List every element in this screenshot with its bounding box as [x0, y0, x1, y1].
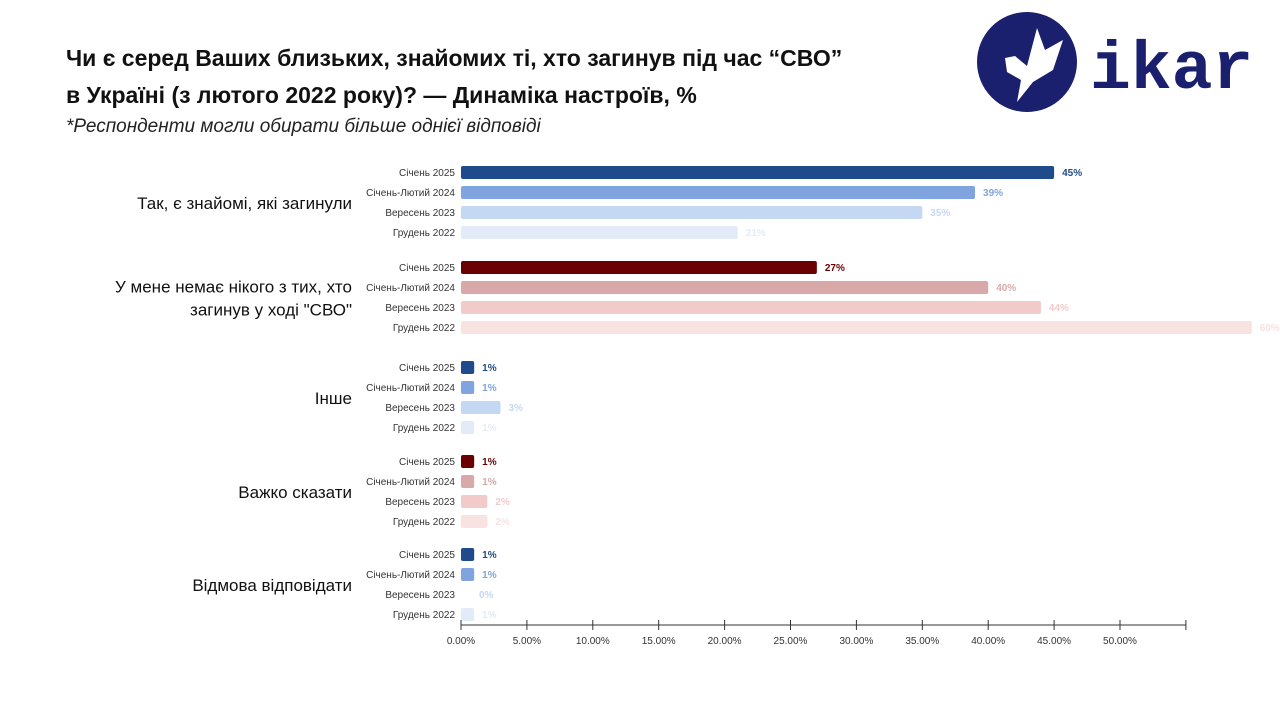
category-label: У мене немає нікого з тих, хто: [115, 278, 352, 297]
data-label: 27%: [825, 263, 845, 274]
data-label: 60%: [1260, 323, 1280, 334]
period-label: Вересень 2023: [385, 303, 455, 314]
data-label: 1%: [482, 363, 497, 374]
period-label: Січень-Лютий 2024: [366, 283, 455, 294]
period-label: Січень-Лютий 2024: [366, 570, 455, 581]
period-label: Січень-Лютий 2024: [366, 477, 455, 488]
category-label: Інше: [315, 389, 352, 408]
x-tick-label: 0.00%: [447, 636, 475, 647]
bar: [461, 321, 1252, 334]
period-label: Січень 2025: [399, 263, 455, 274]
x-tick-label: 40.00%: [971, 636, 1005, 647]
period-label: Грудень 2022: [393, 610, 456, 621]
data-label: 1%: [482, 570, 497, 581]
bar: [461, 475, 475, 488]
x-tick-label: 45.00%: [1037, 636, 1071, 647]
x-tick-label: 25.00%: [774, 636, 808, 647]
x-tick-label: 50.00%: [1103, 636, 1137, 647]
x-tick-label: 35.00%: [905, 636, 939, 647]
period-label: Вересень 2023: [385, 590, 455, 601]
bar: [461, 261, 817, 274]
bar: [461, 206, 923, 219]
bar: [461, 281, 989, 294]
data-label: 1%: [482, 610, 497, 621]
bar: [461, 548, 475, 561]
period-label: Вересень 2023: [385, 497, 455, 508]
bar: [461, 186, 976, 199]
bar: [461, 455, 475, 468]
bar: [461, 608, 475, 621]
svg-text:ikar: ikar: [1090, 32, 1253, 109]
period-label: Січень 2025: [399, 550, 455, 561]
period-label: Січень 2025: [399, 363, 455, 374]
x-tick-label: 5.00%: [513, 636, 541, 647]
x-tick-label: 15.00%: [642, 636, 676, 647]
chart-title: Чи є серед Ваших близьких, знайомих ті, …: [66, 40, 966, 114]
category-label: загинув у ході "СВО": [190, 301, 352, 320]
period-label: Січень-Лютий 2024: [366, 188, 455, 199]
bar: [461, 166, 1055, 179]
category-label: Відмова відповідати: [192, 576, 352, 595]
data-label: 3%: [509, 403, 524, 414]
title-line-1: Чи є серед Ваших близьких, знайомих ті, …: [66, 45, 843, 71]
x-tick-label: 10.00%: [576, 636, 610, 647]
bar: [461, 301, 1041, 314]
period-label: Січень 2025: [399, 457, 455, 468]
data-label: 1%: [482, 457, 497, 468]
category-label: Важко сказати: [238, 483, 352, 502]
bar: [461, 361, 475, 374]
data-label: 45%: [1062, 168, 1082, 179]
data-label: 1%: [482, 550, 497, 561]
period-label: Грудень 2022: [393, 323, 456, 334]
period-label: Вересень 2023: [385, 208, 455, 219]
data-label: 40%: [996, 283, 1016, 294]
data-label: 44%: [1049, 303, 1069, 314]
period-label: Вересень 2023: [385, 403, 455, 414]
title-line-2: в Україні (з лютого 2022 року)? — Динамі…: [66, 82, 697, 108]
data-label: 1%: [482, 383, 497, 394]
data-label: 21%: [746, 228, 766, 239]
data-label: 1%: [482, 423, 497, 434]
data-label: 2%: [495, 497, 510, 508]
data-label: 0%: [479, 590, 494, 601]
period-label: Грудень 2022: [393, 423, 456, 434]
bar: [461, 226, 738, 239]
bar: [461, 568, 475, 581]
data-label: 35%: [930, 208, 950, 219]
period-label: Грудень 2022: [393, 228, 456, 239]
bar: [461, 401, 501, 414]
bar: [461, 381, 475, 394]
data-label: 39%: [983, 188, 1003, 199]
bar: [461, 515, 488, 528]
data-label: 2%: [495, 517, 510, 528]
x-tick-label: 30.00%: [839, 636, 873, 647]
data-label: 1%: [482, 477, 497, 488]
period-label: Грудень 2022: [393, 517, 456, 528]
chart-subtitle: *Респонденти могли обирати більше однієї…: [66, 116, 541, 137]
period-label: Січень-Лютий 2024: [366, 383, 455, 394]
category-label: Так, є знайомі, які загинули: [137, 194, 352, 213]
x-tick-label: 20.00%: [708, 636, 742, 647]
bar: [461, 421, 475, 434]
period-label: Січень 2025: [399, 168, 455, 179]
bar: [461, 495, 488, 508]
ikar-logo: ikar: [977, 12, 1253, 112]
